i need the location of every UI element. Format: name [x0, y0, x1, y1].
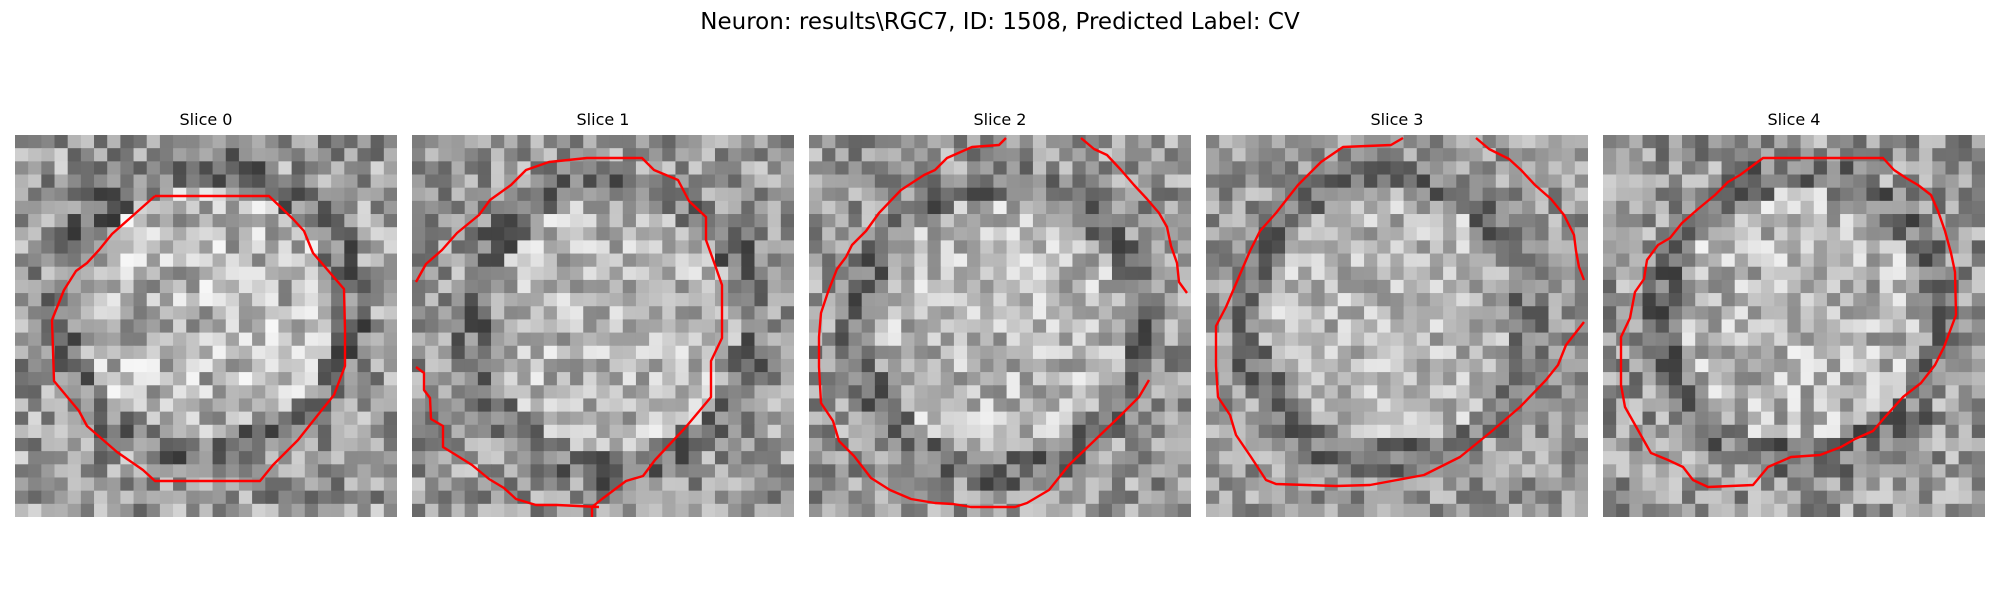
slice-0-micrograph — [15, 135, 397, 517]
pixel-grid — [1603, 135, 1985, 517]
slice-panel-0: Slice 0 — [15, 110, 397, 517]
pixel-grid — [809, 135, 1191, 517]
slice-1-title: Slice 1 — [576, 110, 630, 129]
slice-3-micrograph — [1206, 135, 1588, 517]
slice-2-contour — [817, 137, 1151, 509]
figure-title: Neuron: results\RGC7, ID: 1508, Predicte… — [700, 9, 1300, 35]
slice-1-contour — [414, 156, 724, 517]
slice-4-title: Slice 4 — [1767, 110, 1821, 129]
pixel-grid — [1206, 135, 1588, 517]
slice-0-title: Slice 0 — [179, 110, 233, 129]
slice-panel-3: Slice 3 — [1206, 110, 1588, 517]
slice-2-micrograph — [809, 135, 1191, 517]
slice-2-contour-upper — [1080, 137, 1188, 294]
slice-1-micrograph — [412, 135, 794, 517]
slice-panel-1: Slice 1 — [412, 110, 794, 517]
slice-4-micrograph — [1603, 135, 1985, 517]
pixel-grid — [15, 135, 397, 517]
slice-4-contour — [1619, 156, 1958, 489]
slice-panel-4: Slice 4 — [1603, 110, 1985, 517]
slice-3-contour-upper — [1475, 137, 1586, 281]
slice-2-title: Slice 2 — [973, 110, 1027, 129]
pixel-grid — [412, 135, 794, 517]
slice-0-contour — [50, 194, 347, 483]
slice-3-title: Slice 3 — [1370, 110, 1424, 129]
slice-panel-2: Slice 2 — [809, 110, 1191, 517]
slice-3-contour — [1214, 136, 1585, 488]
slice-1-contour-lower — [415, 366, 600, 509]
